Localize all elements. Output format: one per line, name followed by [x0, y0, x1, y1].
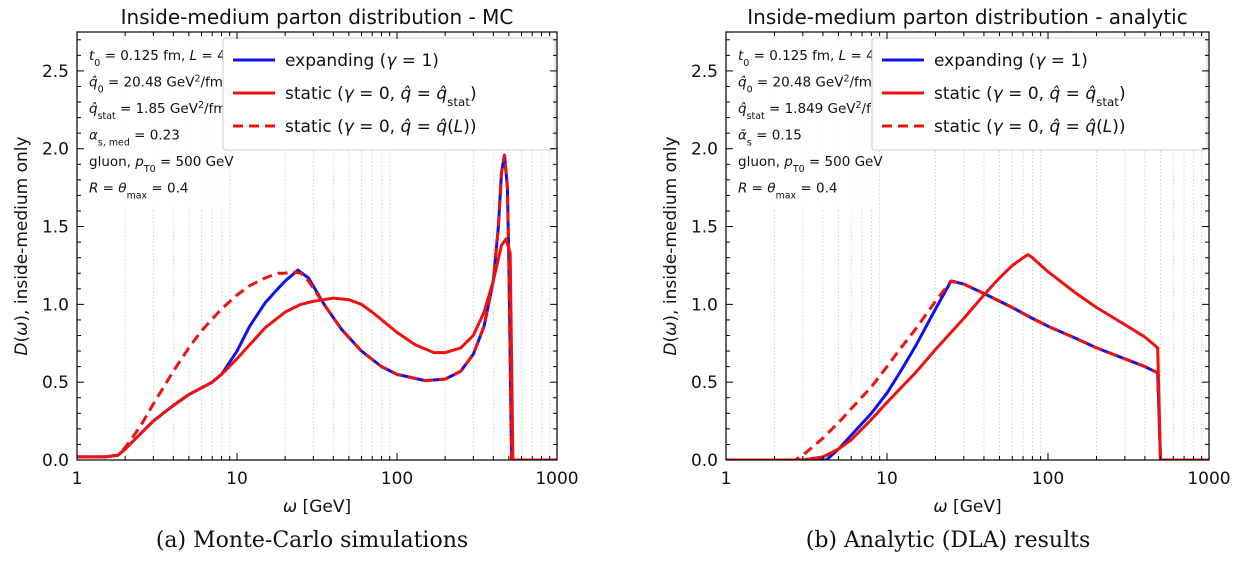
chart-title: Inside-medium parton distribution - anal… [747, 5, 1188, 29]
caption-a: (a) Monte-Carlo simulations [155, 528, 469, 553]
legend: expanding (γ = 1) static (γ = 0, q̂ = q̂s… [871, 37, 1208, 151]
plot-frame [76, 31, 558, 461]
legend-label-1: static (γ = 0, q̂ = q̂stat) [934, 84, 1126, 109]
legend-frame [871, 37, 1208, 151]
legend-label-0: expanding (γ = 1) [934, 51, 1088, 71]
legend-label-2: static (γ = 0, q̂ = q̂(L)) [285, 117, 477, 137]
legend-frame [222, 37, 556, 151]
x-tick-label: 100 [381, 469, 413, 489]
annotation-line: q̂stat = 1.85 GeV2/fm [89, 100, 226, 122]
annotation-line: q̂0 = 20.48 GeV2/fm [738, 73, 872, 95]
series-group [726, 253, 1209, 460]
y-axis-label-text: D(ω), inside-medium only [661, 136, 681, 355]
caption-b: (b) Analytic (DLA) results [805, 528, 1091, 553]
x-tick-label: 100 [1032, 469, 1064, 489]
ticks [76, 32, 558, 461]
annotation-line: αs, med = 0.23 [89, 128, 180, 149]
y-tick-label: 0.5 [691, 373, 718, 393]
y-tick-label: 0.0 [42, 451, 69, 471]
series-line-1 [726, 253, 1209, 460]
chart-panel-b: t0 = 0.125 fm, L = 4 fmq̂0 = 20.48 GeV2/… [661, 5, 1231, 517]
legend: expanding (γ = 1) static (γ = 0, q̂ = q̂s… [222, 37, 556, 151]
series-line-2 [726, 279, 1209, 460]
legend-label-2: static (γ = 0, q̂ = q̂(L)) [934, 117, 1126, 137]
y-tick-label: 2.0 [42, 140, 69, 160]
annotation-line: q̂0 = 20.48 GeV2/fm [89, 73, 223, 95]
annotation-line: gluon, pT0 = 500 GeV [89, 154, 234, 175]
chart-panel-a: t0 = 0.125 fm, L = 4 fmq̂0 = 20.48 GeV2/… [12, 5, 579, 517]
y-tick-label: 1.5 [691, 218, 718, 238]
y-tick-label: 1.0 [691, 295, 718, 315]
legend-label-1: static (γ = 0, q̂ = q̂stat) [285, 84, 477, 109]
y-tick-label: 0.5 [42, 373, 69, 393]
y-tick-label: 1.0 [42, 295, 69, 315]
x-tick-label: 1000 [535, 469, 578, 489]
figure-canvas: t0 = 0.125 fm, L = 4 fmq̂0 = 20.48 GeV2/… [12, 5, 1231, 517]
x-axis-label: ω [GeV] [933, 497, 1001, 517]
chart-title: Inside-medium parton distribution - MC [121, 5, 514, 29]
y-tick-label: 2.5 [691, 62, 718, 82]
annotation-line: ᾱs = 0.15 [738, 128, 802, 149]
series-line-2 [77, 153, 557, 460]
ticks [725, 32, 1210, 461]
annotation-line: R = θmax = 0.4 [89, 181, 189, 202]
y-tick-label: 1.5 [42, 218, 69, 238]
x-tick-label: 10 [226, 469, 248, 489]
y-tick-label: 2.5 [42, 62, 69, 82]
x-tick-label: 1000 [1187, 469, 1230, 489]
x-tick-label: 10 [876, 469, 898, 489]
series-line-0 [726, 279, 1209, 460]
x-tick-label: 1 [72, 469, 83, 489]
series-group [77, 153, 557, 460]
y-axis-label-text: D(ω), inside-medium only [12, 136, 32, 355]
y-axis-label: D(ω), inside-medium only [12, 136, 32, 355]
legend-label-0: expanding (γ = 1) [285, 51, 439, 71]
annotation-line: R = θmax = 0.4 [738, 181, 838, 202]
y-tick-label: 2.0 [691, 140, 718, 160]
series-line-1 [77, 237, 557, 460]
annotation-box: t0 = 0.125 fm, L = 4 fmq̂0 = 20.48 GeV2/… [83, 38, 248, 210]
annotation-line: gluon, pT0 = 500 GeV [738, 154, 883, 175]
annotation-box: t0 = 0.125 fm, L = 4 fmq̂0 = 20.48 GeV2/… [732, 38, 897, 210]
y-axis-label: D(ω), inside-medium only [661, 136, 681, 355]
x-tick-label: 1 [721, 469, 732, 489]
plot-frame [725, 31, 1210, 461]
y-tick-label: 0.0 [691, 451, 718, 471]
x-axis-label: ω [GeV] [283, 497, 351, 517]
